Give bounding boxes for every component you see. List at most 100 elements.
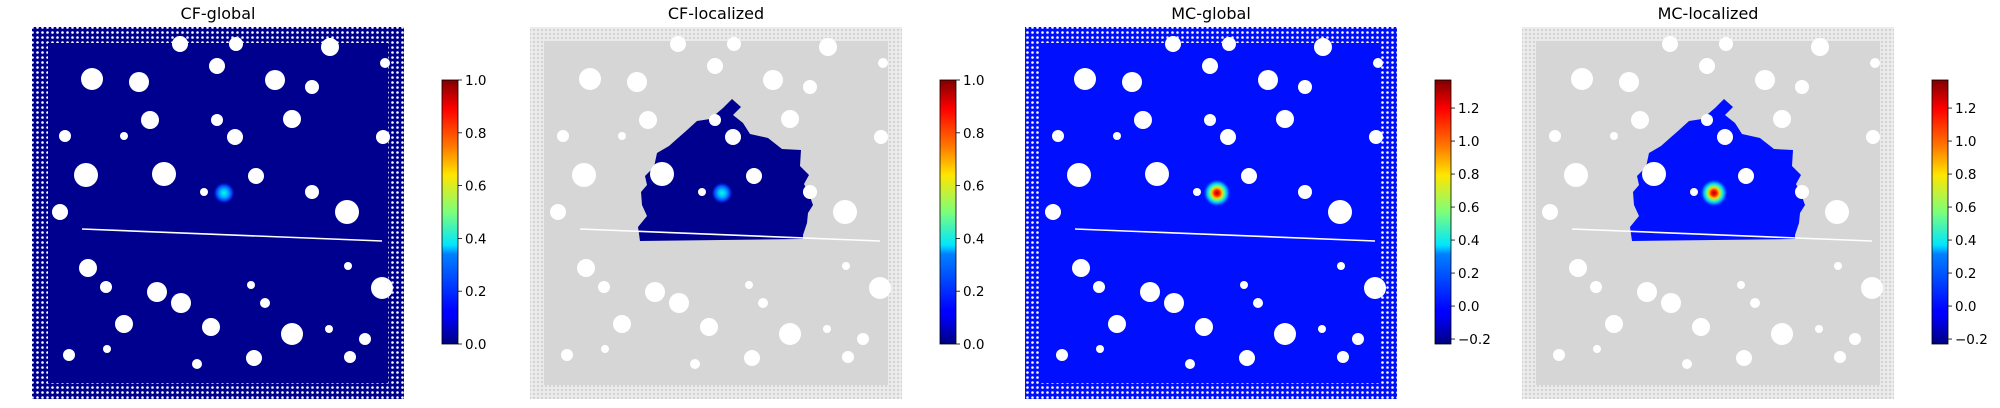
hole <box>1067 163 1091 187</box>
hole <box>1122 72 1142 92</box>
colorbar: −0.2 0.0 0.2 0.4 0.6 0.8 1.0 1.2 <box>1434 79 1491 348</box>
hole <box>1571 68 1593 90</box>
peak-marker <box>711 182 733 204</box>
hole <box>1318 325 1326 333</box>
peak-marker <box>213 182 235 204</box>
hole <box>1314 38 1332 56</box>
hole <box>1096 345 1104 353</box>
hole <box>1193 188 1201 196</box>
crack-line <box>81 228 383 242</box>
hole <box>305 185 319 199</box>
hole <box>1052 130 1064 142</box>
hole <box>618 132 626 140</box>
hole <box>803 185 817 199</box>
hole <box>857 333 869 345</box>
hole <box>1298 185 1312 199</box>
hole <box>1619 72 1639 92</box>
colorbar: 0.0 0.2 0.4 0.6 0.8 1.0 <box>441 73 486 353</box>
hole <box>1056 349 1068 361</box>
hole <box>1795 80 1809 94</box>
colorbar-tick-label: 0.2 <box>963 284 984 300</box>
hole <box>1690 188 1698 196</box>
hole <box>1113 132 1121 140</box>
hole <box>727 37 741 51</box>
hole <box>758 298 768 308</box>
hole <box>321 38 339 56</box>
hole <box>103 345 111 353</box>
hole <box>1737 281 1745 289</box>
hole <box>380 58 390 68</box>
hole <box>561 349 573 361</box>
colorbar-tick-label: 0.2 <box>1458 266 1479 282</box>
hole <box>1564 163 1588 187</box>
hole <box>1165 36 1181 52</box>
hole <box>1093 281 1105 293</box>
hole <box>246 350 262 366</box>
hole <box>1866 130 1880 144</box>
hole <box>1553 349 1565 361</box>
hole <box>200 188 208 196</box>
hole <box>1337 351 1349 363</box>
hole <box>779 323 801 345</box>
hole <box>803 80 817 94</box>
hole <box>59 130 71 142</box>
colorbar-tick-label: 0.0 <box>1955 299 1976 315</box>
hole <box>1185 359 1195 369</box>
hole <box>1352 333 1364 345</box>
hole <box>247 281 255 289</box>
hole <box>823 325 831 333</box>
panel-cf-global: CF-global 0.0 0.2 0.4 0.6 0.8 1.0 <box>32 4 486 399</box>
crack-line <box>1571 228 1873 242</box>
localized-region <box>638 99 813 241</box>
hole <box>1662 36 1678 52</box>
hole <box>1569 259 1587 277</box>
hole <box>1825 200 1849 224</box>
hole <box>1195 318 1213 336</box>
hole <box>781 110 799 128</box>
hole <box>74 163 98 187</box>
hole <box>1239 350 1255 366</box>
hole <box>819 38 837 56</box>
hole <box>1738 168 1754 184</box>
hole <box>1328 200 1352 224</box>
colorbar-scale <box>441 79 459 345</box>
hole <box>1204 114 1216 126</box>
hole <box>557 130 569 142</box>
hole <box>325 325 333 333</box>
hole <box>120 132 128 140</box>
colorbar-tick-label: −0.2 <box>1955 332 1988 348</box>
hole <box>1682 359 1692 369</box>
hole <box>1164 293 1184 313</box>
hole <box>211 114 223 126</box>
colorbar-tick-label: 1.2 <box>1955 101 1976 117</box>
colorbar: −0.2 0.0 0.2 0.4 0.6 0.8 1.0 1.2 <box>1931 79 1988 348</box>
colorbar-scale <box>1434 79 1452 345</box>
colorbar-tick-label: 0.4 <box>1955 233 1976 249</box>
colorbar-tick-label: 1.2 <box>1458 101 1479 117</box>
hole <box>650 162 674 186</box>
hole <box>1771 323 1793 345</box>
hole <box>227 129 243 145</box>
colorbar-tick-label: 0.8 <box>963 126 984 142</box>
hole <box>707 58 723 74</box>
hole <box>598 281 610 293</box>
hole <box>698 188 706 196</box>
hole <box>1834 351 1846 363</box>
panel-title: MC-localized <box>1658 4 1759 23</box>
hole <box>1773 110 1791 128</box>
colorbar-tick-label: 1.0 <box>1458 134 1479 150</box>
hole <box>209 58 225 74</box>
hole <box>1719 37 1733 51</box>
hole <box>1274 323 1296 345</box>
hole <box>359 333 371 345</box>
hole <box>842 351 854 363</box>
hole <box>670 36 686 52</box>
hole <box>1590 281 1602 293</box>
hole <box>1220 129 1236 145</box>
hole <box>1717 129 1733 145</box>
hole <box>1134 111 1152 129</box>
hole <box>1240 281 1248 289</box>
hole <box>172 36 188 52</box>
panel-title: CF-global <box>181 4 256 23</box>
